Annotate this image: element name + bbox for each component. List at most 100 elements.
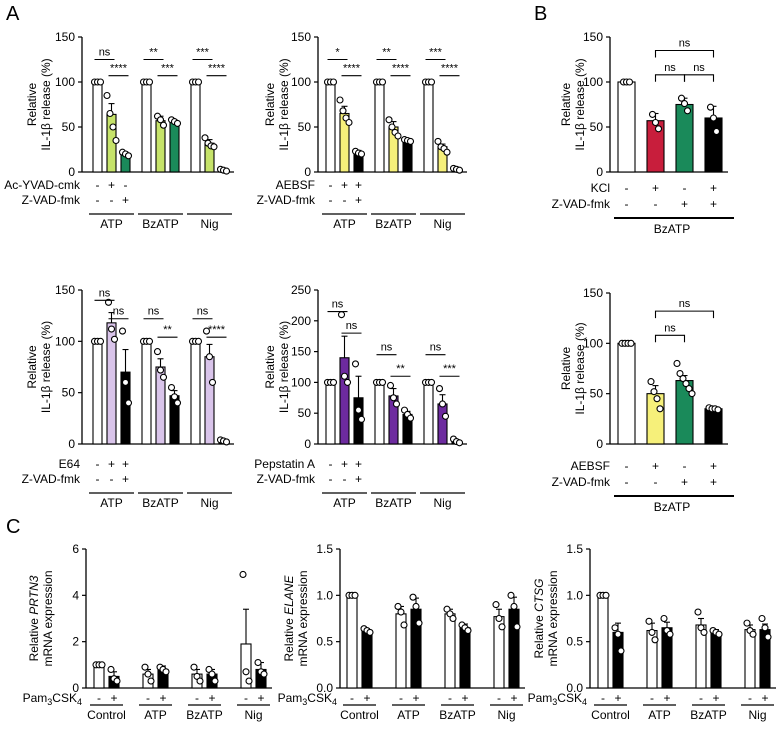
bar: [423, 381, 434, 445]
data-point: [647, 378, 655, 386]
condition-sign: +: [122, 193, 129, 207]
y-tick-label: 0.5: [316, 635, 333, 649]
y-tick-label: 0: [68, 165, 75, 179]
data-point: [222, 167, 231, 175]
y-tick-label: 0.0: [566, 681, 583, 695]
data-point: [709, 114, 718, 122]
y-axis-label: Relative: [25, 345, 39, 389]
data-point: [106, 109, 114, 118]
condition-row-label-sub: 4: [332, 697, 337, 707]
bar: [325, 381, 336, 445]
data-point: [357, 150, 366, 158]
bar: [508, 608, 520, 689]
bar: [204, 356, 215, 445]
y-tick-label: 50: [62, 386, 76, 400]
data-point: [650, 388, 658, 396]
data-point: [495, 614, 503, 623]
y-tick-label: 100: [291, 75, 311, 89]
group-label: ATP: [333, 496, 355, 510]
chart-c1: 0 2 4 6 Relative PRTN3 mRNA expression Pam3CSK…: [23, 542, 272, 722]
condition-sign: -: [124, 178, 128, 192]
condition-sign: -: [110, 472, 114, 486]
data-point: [677, 94, 686, 102]
data-point: [145, 337, 154, 345]
data-point: [222, 438, 231, 446]
y-axis-label-part: Relative: [27, 615, 41, 662]
condition-row-label: Pam3CSK4: [278, 691, 337, 707]
condition-row-label: AEBSF: [571, 459, 610, 473]
bar: [374, 381, 385, 445]
data-point: [201, 134, 209, 142]
condition-sign: -: [448, 691, 452, 705]
y-tick-label: 6: [72, 542, 79, 556]
data-point: [492, 601, 500, 609]
condition-sign: -: [625, 197, 629, 211]
condition-sign: +: [710, 197, 717, 211]
condition-sign: -: [329, 472, 333, 486]
bar: [675, 103, 694, 173]
data-point: [406, 137, 415, 145]
condition-row-label: Z-VAD-fmk: [552, 197, 611, 211]
condition-row-label-part: Pam: [23, 691, 48, 705]
significance-label: ***: [161, 63, 175, 75]
data-point: [409, 593, 417, 601]
condition-sign: -: [748, 691, 752, 705]
condition-sign: -: [329, 193, 333, 207]
data-point: [397, 608, 405, 616]
condition-sign: +: [363, 691, 370, 705]
condition-row-label: E64: [59, 457, 81, 471]
condition-row-label: Z-VAD-fmk: [22, 193, 81, 207]
group-label: Control: [340, 708, 379, 722]
panel-label-a: A: [6, 3, 20, 25]
bar: [190, 81, 201, 173]
data-point: [329, 378, 338, 386]
condition-sign: -: [625, 459, 629, 473]
data-point: [194, 337, 203, 345]
data-point: [666, 630, 674, 638]
y-axis-label-line2: IL-1β release (%): [277, 58, 291, 150]
significance-bracket: [683, 74, 715, 82]
significance-label: ***: [196, 47, 210, 59]
bar: [346, 594, 358, 689]
significance-label: ns: [679, 38, 691, 50]
condition-sign: -: [195, 691, 199, 705]
data-point: [386, 381, 395, 390]
y-tick-label: 100: [583, 336, 603, 350]
data-point: [385, 116, 393, 124]
data-point: [714, 406, 722, 414]
data-point: [208, 378, 217, 386]
data-point: [147, 677, 155, 685]
data-point: [118, 327, 127, 335]
bar: [704, 117, 723, 173]
condition-row-label-part: Pam: [278, 691, 303, 705]
condition-sign: -: [601, 691, 605, 705]
significance-label: ns: [99, 47, 111, 59]
y-tick-label: 50: [590, 387, 604, 401]
condition-sign: -: [350, 691, 354, 705]
condition-sign: +: [122, 457, 129, 471]
bar: [617, 81, 636, 173]
y-tick-label: 150: [583, 286, 603, 300]
data-point: [617, 647, 625, 655]
condition-sign: +: [122, 472, 129, 486]
y-tick-label: 0: [596, 165, 603, 179]
panel-label-c: C: [6, 516, 20, 538]
group-label: BzATP: [439, 708, 475, 722]
bar: [459, 627, 471, 689]
y-tick-label: 150: [291, 345, 311, 359]
condition-sign: -: [96, 457, 100, 471]
condition-sign: -: [625, 475, 629, 489]
group-label: Control: [87, 708, 126, 722]
significance-label: ns: [664, 62, 676, 74]
condition-sign: -: [497, 691, 501, 705]
bar: [169, 121, 180, 173]
group-label: Nig: [200, 496, 218, 510]
significance-label: **: [382, 47, 391, 59]
data-point: [700, 628, 708, 636]
y-axis-label-line2: IL-1β release (%): [39, 321, 53, 413]
data-point: [682, 380, 690, 388]
y-axis-label-gene: CTSG: [532, 578, 546, 611]
condition-row-label: Z-VAD-fmk: [22, 472, 81, 486]
condition-row-label: Ac-YVAD-cmk: [4, 178, 81, 192]
y-axis-label: Relative PRTN3: [27, 575, 41, 661]
